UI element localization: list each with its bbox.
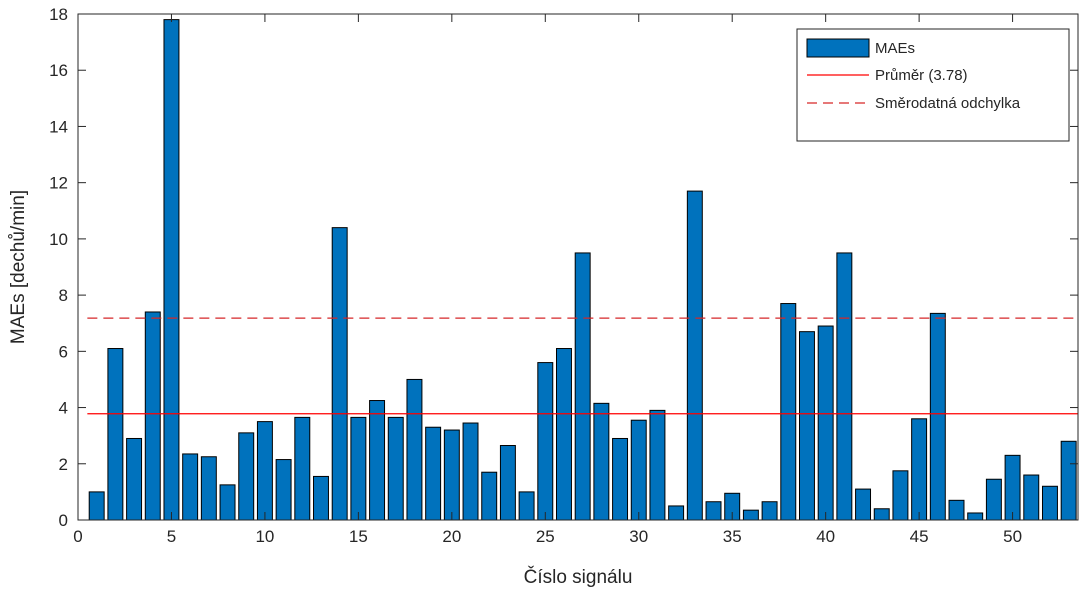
bar bbox=[668, 505, 685, 521]
y-tick-label: 6 bbox=[59, 342, 68, 361]
bar bbox=[331, 227, 348, 521]
bar bbox=[126, 437, 143, 521]
x-tick-label: 40 bbox=[816, 527, 835, 546]
bar bbox=[537, 362, 554, 521]
bar bbox=[275, 459, 292, 521]
x-tick-label: 15 bbox=[349, 527, 368, 546]
reference-lines-layer bbox=[87, 317, 1078, 415]
bar bbox=[742, 509, 759, 521]
bar bbox=[443, 429, 460, 521]
y-tick-label: 10 bbox=[49, 230, 68, 249]
x-tick-label: 50 bbox=[1003, 527, 1022, 546]
bar bbox=[144, 311, 161, 521]
bar bbox=[574, 252, 591, 521]
bar bbox=[1004, 454, 1021, 521]
y-tick-label: 12 bbox=[49, 174, 68, 193]
bar bbox=[705, 501, 722, 521]
y-tick-label: 2 bbox=[59, 455, 68, 474]
bar bbox=[350, 416, 367, 521]
bar bbox=[163, 19, 180, 521]
bar bbox=[1041, 485, 1058, 521]
bars-layer bbox=[88, 19, 1077, 521]
bar bbox=[873, 508, 890, 521]
bar bbox=[238, 432, 255, 521]
x-tick-label: 25 bbox=[536, 527, 555, 546]
bar bbox=[556, 348, 572, 521]
bar bbox=[686, 190, 703, 521]
bar bbox=[836, 252, 853, 521]
bar bbox=[256, 421, 273, 521]
bar bbox=[967, 512, 984, 521]
bar bbox=[929, 312, 946, 521]
legend: MAEs Průměr (3.78) Směrodatná odchylka bbox=[796, 28, 1070, 142]
bar bbox=[1023, 474, 1040, 521]
bar bbox=[985, 478, 1002, 521]
legend-swatch-maes bbox=[806, 38, 870, 58]
bar bbox=[855, 488, 872, 521]
bar bbox=[518, 491, 535, 521]
bar bbox=[182, 453, 199, 521]
bar bbox=[294, 416, 311, 521]
y-axis-title: MAEs [dechů/min] bbox=[8, 190, 29, 344]
y-tick-label: 14 bbox=[49, 117, 68, 136]
bar bbox=[612, 437, 629, 521]
bar bbox=[948, 499, 965, 521]
bar bbox=[892, 470, 909, 521]
bar bbox=[369, 400, 386, 521]
plot-frame bbox=[77, 13, 1079, 521]
y-tick-label: 16 bbox=[49, 61, 68, 80]
x-tick-label: 10 bbox=[255, 527, 274, 546]
bar bbox=[630, 419, 647, 521]
bar bbox=[200, 456, 217, 521]
bar bbox=[425, 426, 442, 521]
bar bbox=[780, 303, 797, 521]
bar bbox=[649, 409, 666, 521]
bar bbox=[387, 416, 404, 521]
bar bbox=[219, 484, 236, 521]
legend-label-maes: MAEs bbox=[875, 40, 915, 57]
x-tick-label: 35 bbox=[723, 527, 742, 546]
x-tick-label: 0 bbox=[73, 527, 82, 546]
y-tick-label: 8 bbox=[59, 286, 68, 305]
x-tick-label: 5 bbox=[167, 527, 176, 546]
x-axis-title: Číslo signálu bbox=[524, 566, 633, 588]
x-tick-label: 45 bbox=[910, 527, 929, 546]
bar bbox=[911, 418, 928, 521]
bar bbox=[313, 475, 329, 521]
y-tick-label: 4 bbox=[59, 399, 68, 418]
legend-label-mean: Průměr (3.78) bbox=[875, 67, 968, 84]
bar bbox=[499, 445, 516, 521]
bar bbox=[481, 471, 498, 521]
bar bbox=[593, 402, 610, 521]
axes-layer: 0 5 10 15 20 25 30 35 40 45 50 0 2 4 6 8 10 12 14 16 18 bbox=[49, 5, 1079, 546]
x-tick-label: 20 bbox=[442, 527, 461, 546]
bar bbox=[799, 331, 815, 521]
bar bbox=[1060, 440, 1077, 521]
y-tick-label: 18 bbox=[49, 5, 68, 24]
bar bbox=[88, 491, 105, 521]
bar bbox=[406, 378, 423, 521]
legend-label-std: Směrodatná odchylka bbox=[875, 95, 1021, 112]
bar bbox=[817, 325, 834, 521]
bar bbox=[761, 501, 778, 521]
x-tick-label: 30 bbox=[629, 527, 648, 546]
bar bbox=[107, 348, 124, 521]
y-tick-label: 0 bbox=[59, 511, 68, 530]
bar bbox=[462, 422, 479, 521]
